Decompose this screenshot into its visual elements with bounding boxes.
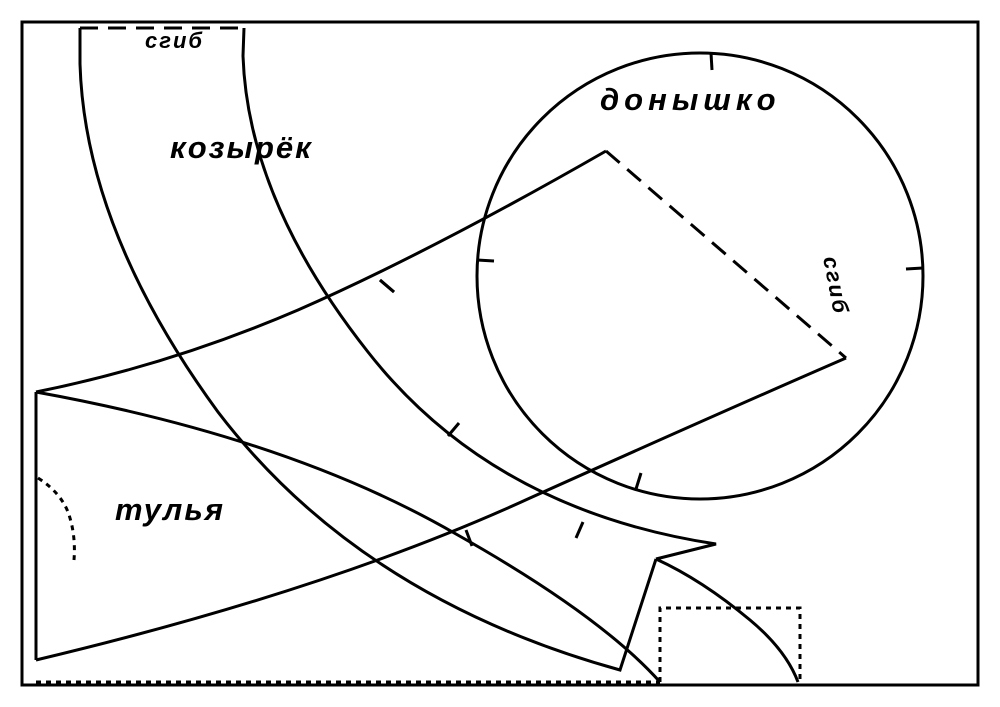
- upper-arc: [36, 392, 660, 682]
- label-visor: козырёк: [170, 130, 313, 165]
- notch: [448, 423, 459, 436]
- bottom-circle: [477, 53, 923, 499]
- label-fold-right: сгиб: [818, 254, 854, 317]
- notch: [636, 473, 641, 489]
- notch: [906, 268, 923, 269]
- label-fold-top: сгиб: [145, 28, 204, 53]
- pattern-diagram: козырёк донышко тулья сгиб сгиб: [0, 0, 1000, 707]
- label-crown: тулья: [115, 492, 225, 527]
- crown-fold: [606, 151, 846, 358]
- label-bottom: донышко: [600, 82, 781, 117]
- notch: [711, 53, 712, 70]
- tail-arc: [656, 559, 798, 682]
- notch: [576, 522, 583, 538]
- dot-box: [660, 608, 800, 682]
- notch: [477, 260, 494, 261]
- notch: [380, 280, 394, 292]
- pattern-svg: козырёк донышко тулья сгиб сгиб: [0, 0, 1000, 707]
- visor-left: [80, 28, 656, 670]
- crown-top-curve: [36, 151, 606, 392]
- frame: [22, 22, 978, 685]
- crown-corner-dot: [38, 478, 74, 560]
